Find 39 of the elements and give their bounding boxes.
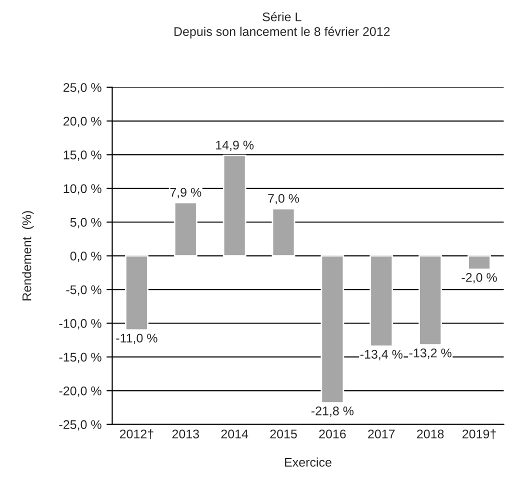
bar bbox=[272, 208, 296, 257]
bar bbox=[174, 202, 198, 257]
data-label: 7,0 % bbox=[268, 194, 300, 204]
y-tick-label: -10,0 % bbox=[59, 319, 102, 330]
y-tick-label: -20,0 % bbox=[59, 386, 102, 397]
data-label: -11,0 % bbox=[116, 334, 158, 344]
y-tick-label: 10,0 % bbox=[64, 184, 102, 195]
x-tick-label: 2014 bbox=[221, 430, 248, 438]
chart-subtitle: Depuis son lancement le 8 février 2012 bbox=[174, 26, 390, 38]
data-label: 7,9 % bbox=[170, 188, 202, 198]
y-axis-title: Rendement (%) bbox=[22, 211, 34, 300]
x-axis-title: Exercice bbox=[285, 458, 332, 467]
x-tick-label: 2019† bbox=[462, 429, 496, 440]
data-label: -13,4 % bbox=[360, 350, 402, 360]
y-tick-label: 20,0 % bbox=[64, 116, 102, 128]
y-tick-label: -25,0 % bbox=[59, 420, 102, 431]
chart-title: Série L bbox=[262, 12, 302, 22]
x-tick-label: 2016 bbox=[319, 430, 346, 438]
y-tick-label: 25,0 % bbox=[64, 83, 102, 94]
y-tick-label: 15,0 % bbox=[64, 150, 102, 161]
bar bbox=[418, 255, 442, 346]
y-tick-label: 5,0 % bbox=[70, 218, 102, 228]
bar bbox=[468, 255, 491, 270]
bar bbox=[222, 154, 246, 257]
x-tick-label: 2013 bbox=[172, 430, 199, 438]
data-label: -21,8 % bbox=[311, 406, 354, 417]
x-tick-label: 2018 bbox=[417, 430, 444, 438]
y-tick-label: 0,0 % bbox=[70, 252, 102, 262]
x-tick-label: 2015 bbox=[270, 430, 297, 438]
data-label: -2,0 % bbox=[462, 273, 497, 284]
data-label: 14,9 % bbox=[216, 140, 254, 152]
x-tick-label: 2017 bbox=[368, 430, 395, 438]
bar bbox=[124, 255, 148, 331]
y-tick-label: -15,0 % bbox=[59, 352, 102, 364]
x-tick-label: 2012† bbox=[120, 429, 154, 440]
bar bbox=[320, 255, 344, 404]
bar bbox=[370, 255, 394, 347]
data-label: -13,2 % bbox=[409, 348, 452, 359]
y-tick-label: -5,0 % bbox=[66, 285, 102, 296]
